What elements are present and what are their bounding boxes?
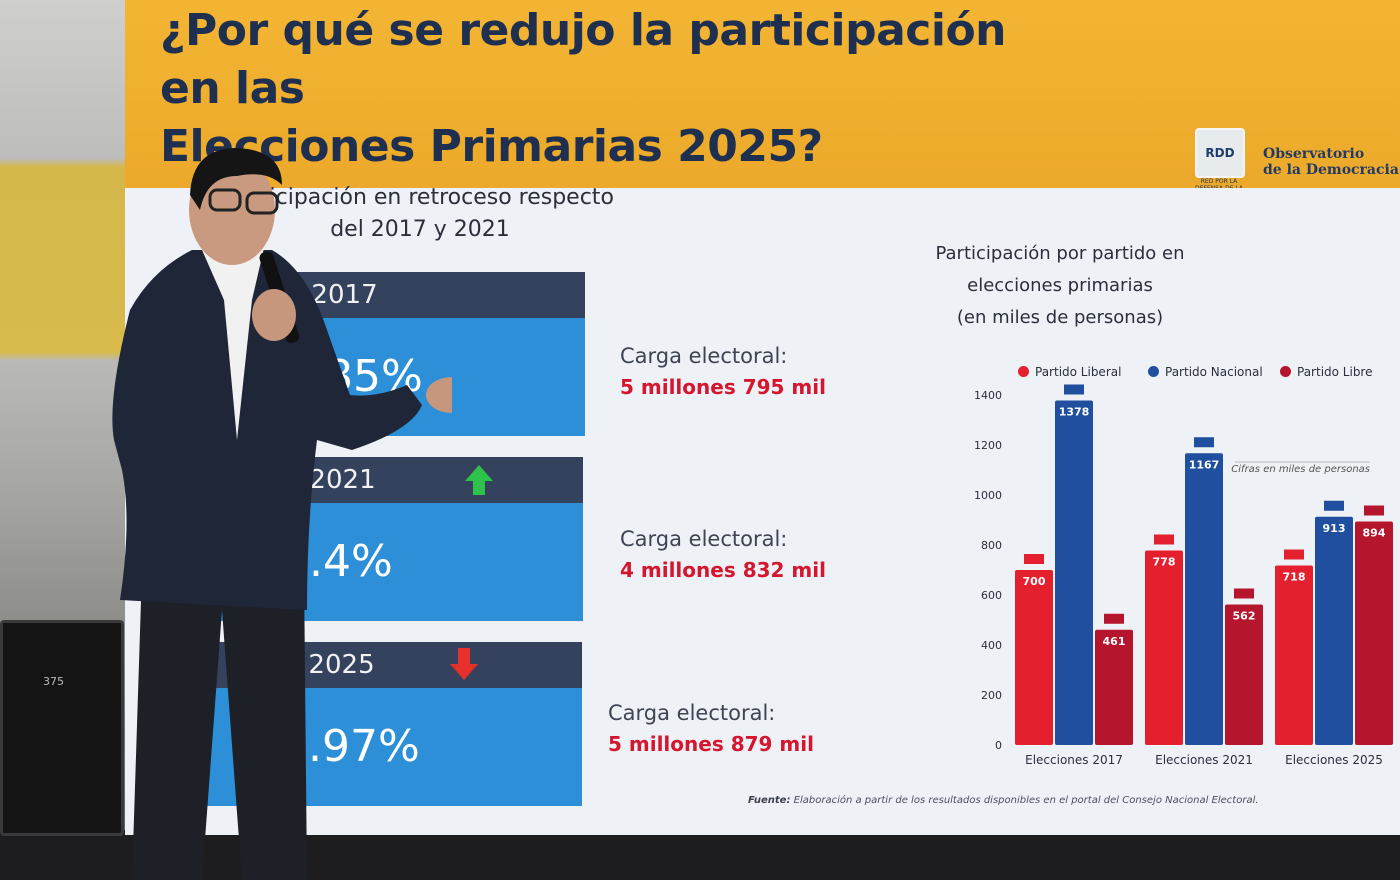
slide-title-line1: ¿Por qué se redujo la participación en l… (160, 5, 1007, 114)
arrow-down-icon (450, 648, 478, 680)
bar (1095, 629, 1133, 745)
x-tick-label: Elecciones 2025 (1285, 753, 1383, 767)
legend-item-libre: Partido Libre (1280, 365, 1373, 379)
legend-dot-icon (1148, 366, 1159, 377)
chart-annotation: Cifras en miles de personas (1231, 464, 1370, 475)
bar-value-label: 894 (1363, 527, 1386, 540)
rdd-badge: RDD (1195, 128, 1245, 178)
chart-source: Fuente: Elaboración a partir de los resu… (748, 795, 1259, 806)
slide-title: ¿Por qué se redujo la participación en l… (160, 2, 1060, 176)
party-flag-icon (1364, 505, 1384, 516)
y-tick-label: 1400 (974, 389, 1002, 402)
y-tick-label: 400 (981, 639, 1002, 652)
y-tick-label: 1200 (974, 439, 1002, 452)
bar-value-label: 778 (1153, 556, 1176, 569)
arrow-up-icon (465, 465, 493, 495)
bar-value-label: 1378 (1059, 406, 1090, 419)
y-tick-label: 0 (995, 739, 1002, 752)
bar (1275, 565, 1313, 745)
legend-item-liberal: Partido Liberal (1018, 365, 1121, 379)
bar-value-label: 461 (1103, 635, 1126, 648)
party-flag-icon (1284, 549, 1304, 560)
bar (1055, 400, 1093, 745)
bar-value-label: 718 (1283, 571, 1306, 584)
bar-value-label: 562 (1233, 610, 1256, 623)
presenter (112, 148, 452, 880)
bar (1145, 550, 1183, 745)
bar (1185, 453, 1223, 745)
participation-title: Participación en retroceso respecto del … (226, 185, 614, 242)
carga-electoral-2017: Carga electoral: 5 millones 795 mil (620, 344, 826, 399)
observatorio-logo: RDD RED POR LA DEFENSA DE LA DEMOCRACIA … (1195, 128, 1399, 199)
legend-dot-icon (1018, 366, 1029, 377)
y-tick-label: 200 (981, 689, 1002, 702)
y-tick-label: 1000 (974, 489, 1002, 502)
x-tick-label: Elecciones 2017 (1025, 753, 1123, 767)
party-flag-icon (1234, 588, 1254, 599)
legend-item-nacional: Partido Nacional (1148, 365, 1263, 379)
party-participation-chart: 0 200 400 600 800 1000 1200 1400 Cifras en miles… (974, 384, 1393, 767)
party-flag-icon (1154, 534, 1174, 545)
bar (1355, 521, 1393, 745)
bar-value-label: 913 (1323, 522, 1346, 535)
party-flag-icon (1024, 554, 1044, 564)
x-tick-label: Elecciones 2021 (1155, 753, 1253, 767)
carga-electoral-2025: Carga electoral: 5 millones 879 mil (608, 701, 814, 756)
legend-dot-icon (1280, 366, 1291, 377)
party-flag-icon (1194, 437, 1214, 448)
equipment-case: 375 (0, 620, 124, 836)
y-tick-label: 800 (981, 539, 1002, 552)
bar (1315, 516, 1353, 745)
party-flag-icon (1324, 500, 1344, 511)
observatorio-name: Observatorio de la Democracia (1263, 146, 1399, 178)
bar (1015, 570, 1053, 745)
bar-value-label: 1167 (1189, 458, 1220, 471)
bar-value-label: 700 (1023, 575, 1046, 588)
party-flag-icon (1064, 384, 1084, 395)
stage-floor (0, 830, 1400, 880)
chart-title: Participación por partido en elecciones … (935, 243, 1185, 328)
bar (1225, 604, 1263, 745)
y-tick-label: 600 (981, 589, 1002, 602)
title-band (125, 0, 1400, 188)
party-flag-icon (1104, 613, 1124, 624)
carga-electoral-2021: Carga electoral: 4 millones 832 mil (620, 527, 826, 582)
